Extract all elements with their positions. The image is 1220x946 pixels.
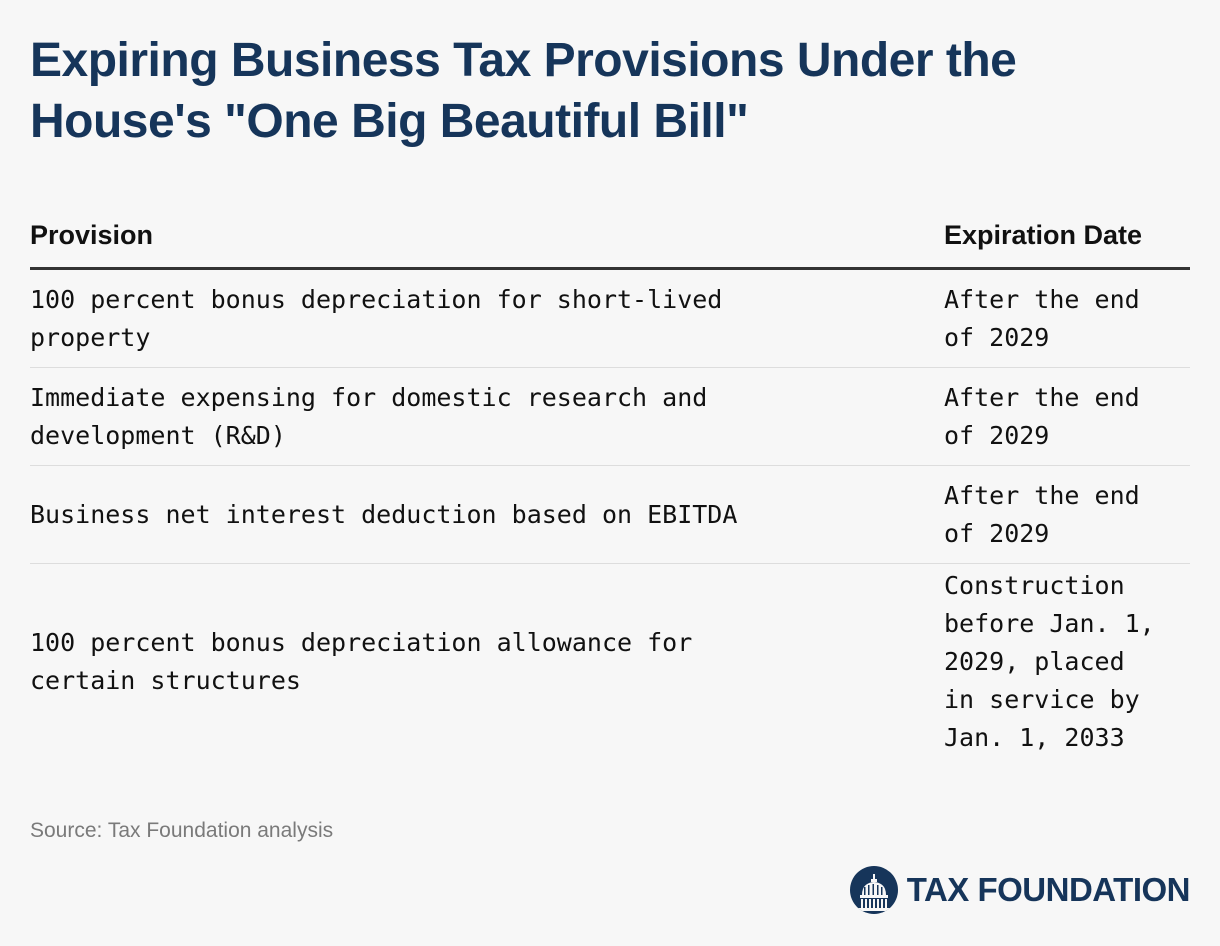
cell-provision: Immediate expensing for domestic researc… bbox=[30, 382, 708, 450]
provisions-table: Provision Expiration Date 100 percent bo… bbox=[30, 212, 1190, 760]
cell-provision: Business net interest deduction based on… bbox=[30, 499, 738, 529]
table-row: 100 percent bonus depreciation allowance… bbox=[30, 564, 1190, 760]
cell-expiration: Construction before Jan. 1, 2029, placed… bbox=[944, 571, 1155, 752]
table-header: Provision Expiration Date bbox=[30, 212, 1190, 270]
cell-provision: 100 percent bonus depreciation for short… bbox=[30, 284, 723, 352]
table-row: Immediate expensing for domestic researc… bbox=[30, 368, 1190, 466]
page-title: Expiring Business Tax Provisions Under t… bbox=[30, 30, 1190, 152]
cell-expiration: After the end of 2029 bbox=[944, 284, 1140, 352]
cell-provision: 100 percent bonus depreciation allowance… bbox=[30, 628, 693, 695]
table-body: 100 percent bonus depreciation for short… bbox=[30, 270, 1190, 760]
title-line-2: House's "One Big Beautiful Bill" bbox=[30, 95, 749, 148]
header-provision: Provision bbox=[30, 220, 154, 250]
logo-text: TAX FOUNDATION bbox=[906, 871, 1191, 908]
cell-expiration: After the end of 2029 bbox=[944, 480, 1140, 548]
header-expiration-date: Expiration Date bbox=[944, 220, 1143, 250]
tax-foundation-logo: TAX FOUNDATION bbox=[849, 862, 1191, 918]
capitol-dome-icon bbox=[849, 865, 899, 915]
cell-expiration: After the end of 2029 bbox=[944, 382, 1140, 450]
table-row: 100 percent bonus depreciation for short… bbox=[30, 270, 1190, 368]
title-line-1: Expiring Business Tax Provisions Under t… bbox=[30, 34, 1017, 87]
source-note: Source: Tax Foundation analysis bbox=[30, 819, 334, 842]
table-row: Business net interest deduction based on… bbox=[30, 466, 1190, 564]
